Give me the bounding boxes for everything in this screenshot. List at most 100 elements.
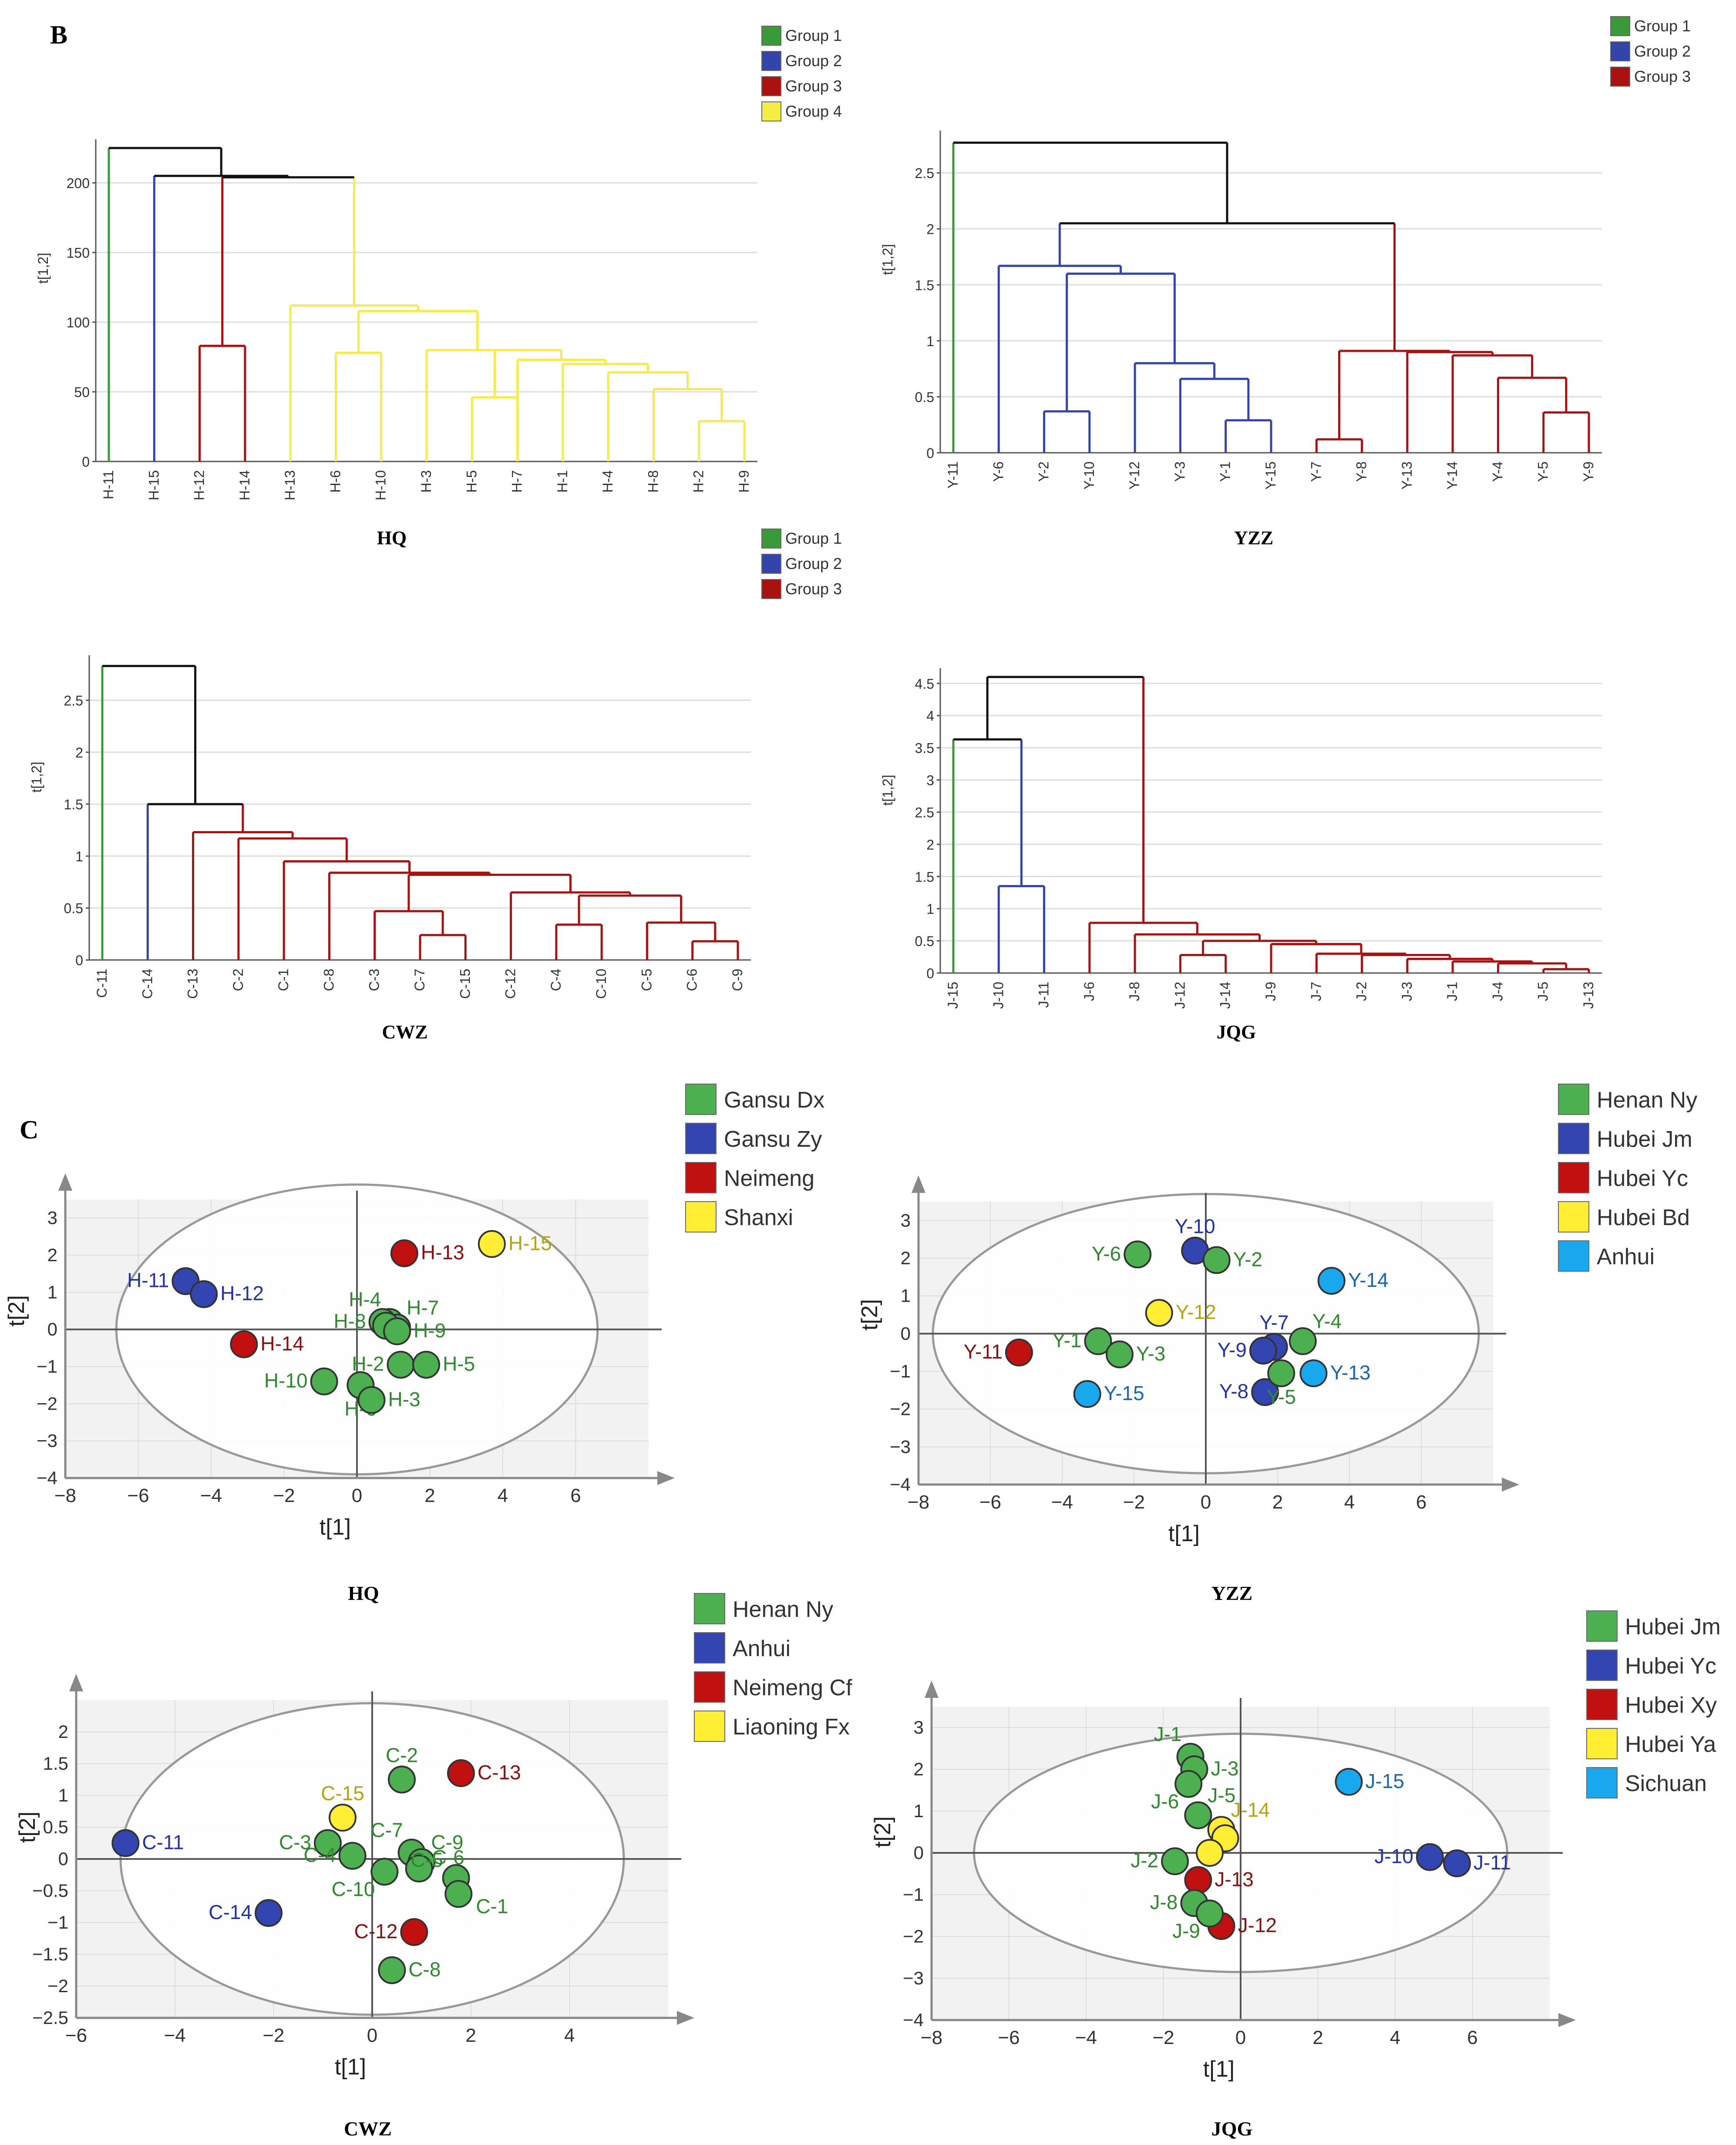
legend-swatch — [1558, 1240, 1589, 1272]
point-label: H-9 — [414, 1319, 446, 1342]
x-tick-label: −2 — [1152, 2027, 1174, 2048]
chart-title: HQ — [348, 1582, 379, 1604]
legend-swatch — [685, 1084, 717, 1115]
legend-swatch — [1610, 41, 1630, 61]
leaf-label: H-2 — [691, 470, 707, 493]
score-point — [1249, 1337, 1277, 1365]
y-tick-label: 1 — [926, 333, 934, 349]
y-axis-label: t[2] — [15, 1812, 40, 1843]
leaf-label: C-7 — [412, 969, 427, 991]
y-axis-label: t[2] — [857, 1299, 882, 1330]
y-tick-label: 2 — [901, 1248, 911, 1268]
legend-label: Gansu Zy — [724, 1127, 822, 1152]
leaf-label: Y-3 — [1172, 461, 1188, 482]
legend-label: Liaoning Fx — [733, 1714, 850, 1740]
legend-swatch — [685, 1162, 717, 1193]
y-axis-label: t[2] — [4, 1295, 29, 1327]
leaf-label: H-10 — [373, 470, 389, 500]
point-label: H-2 — [352, 1353, 384, 1375]
point-label: H-12 — [220, 1282, 264, 1305]
score-point — [1251, 1378, 1279, 1406]
score-point — [1145, 1299, 1173, 1327]
point-label: C-12 — [354, 1920, 398, 1943]
y-tick-label: 0 — [58, 1849, 68, 1869]
point-label: C-15 — [321, 1782, 364, 1805]
x-tick-label: 0 — [1235, 2027, 1246, 2048]
leaf-label: J-7 — [1308, 982, 1324, 1001]
y-tick-label: 0 — [82, 454, 90, 470]
legend-swatch — [1586, 1689, 1618, 1720]
leaf-label: C-9 — [730, 969, 745, 991]
point-label: Y-7 — [1259, 1311, 1289, 1334]
legend-label: Henan Ny — [1597, 1088, 1697, 1113]
legend-swatch — [1558, 1123, 1589, 1154]
legend-label: Hubei Xy — [1625, 1693, 1717, 1718]
chart-title: CWZ — [344, 2118, 392, 2140]
legend-label: Hubei Jm — [1625, 1614, 1721, 1640]
score-point — [447, 1759, 475, 1787]
point-label: Y-1 — [1052, 1329, 1081, 1352]
y-tick-label: −2.5 — [32, 2007, 68, 2028]
score-point — [1267, 1359, 1295, 1387]
score-point — [1196, 1899, 1224, 1928]
legend-label: Group 1 — [785, 529, 842, 547]
y-tick-label: 2.5 — [915, 805, 934, 820]
point-label: H-11 — [127, 1269, 169, 1292]
legend-swatch — [1586, 1728, 1618, 1759]
chart-title: HQ — [377, 527, 407, 549]
score-point — [1335, 1768, 1363, 1796]
point-label: H-7 — [407, 1296, 439, 1319]
y-axis-label: t[1,2] — [35, 253, 51, 283]
x-tick-label: 0 — [1201, 1492, 1211, 1513]
score-point — [1196, 1839, 1224, 1867]
x-axis-label: t[1] — [1168, 1521, 1200, 1546]
score-point — [1416, 1843, 1444, 1871]
y-tick-label: 3 — [901, 1210, 911, 1230]
y-axis-label: t[1,2] — [880, 244, 895, 275]
y-tick-label: 0 — [901, 1323, 911, 1344]
score_jqg-chart: −8 −6 −4 −2 0 2 4 6 −4 −3 −2 −1 0 1 2 3 t[1] t[2] JQG J-15 J… — [870, 1610, 1721, 2140]
y-tick-label: 1.5 — [64, 797, 83, 812]
x-tick-label: −4 — [164, 2025, 186, 2046]
dend_jqg-chart: 0 0.5 1 1.5 2 2.5 3 3.5 4 4.5 t[1,2] J-15 J-10 J-11 J-… — [880, 668, 1602, 1043]
x-tick-label: 6 — [570, 1485, 581, 1506]
y-axis-label: t[1,2] — [880, 774, 895, 805]
leaf-label: Y-13 — [1399, 461, 1415, 490]
leaf-label: Y-4 — [1490, 461, 1505, 482]
point-label: C-4 — [304, 1844, 336, 1866]
point-label: C-1 — [476, 1895, 508, 1917]
score-point — [1005, 1338, 1033, 1367]
y-tick-label: 2.5 — [915, 165, 934, 181]
leaf-label: H-15 — [146, 470, 161, 500]
score-point — [1317, 1267, 1346, 1295]
point-label: Y-5 — [1267, 1385, 1296, 1408]
leaf-label: Y-10 — [1081, 461, 1097, 490]
point-label: Y-3 — [1136, 1342, 1165, 1365]
y-tick-label: −1 — [903, 1884, 924, 1905]
legend-label: Group 1 — [785, 27, 842, 44]
point-label: C-7 — [371, 1818, 403, 1841]
y-tick-label: 2 — [914, 1759, 924, 1779]
x-axis-label: t[1] — [1203, 2057, 1235, 2082]
point-label: H-8 — [334, 1310, 366, 1333]
leaf-label: J-5 — [1535, 982, 1551, 1001]
leaf-label: C-11 — [94, 969, 110, 998]
point-label: C-8 — [408, 1958, 441, 1981]
legend-label: Anhui — [1597, 1244, 1655, 1269]
score-point — [387, 1350, 415, 1379]
leaf-label: J-1 — [1444, 982, 1460, 1001]
point-label: Y-15 — [1104, 1382, 1144, 1404]
leaf-label: C-14 — [139, 969, 155, 999]
legend-swatch — [1610, 16, 1630, 36]
leaf-label: J-8 — [1127, 982, 1142, 1001]
leaf-label: C-3 — [367, 969, 382, 991]
leaf-label: Y-2 — [1036, 461, 1052, 482]
dend_yzz-chart: 0 0.5 1 1.5 2 2.5 t[1,2] Y-11 Y-6 Y-2 Y-10 Y-12 Y-3 Y… — [880, 16, 1691, 549]
x-tick-label: 0 — [352, 1485, 362, 1506]
x-tick-label: −2 — [273, 1485, 295, 1506]
score-point — [388, 1765, 416, 1794]
score-point — [1184, 1866, 1212, 1894]
point-label: Y-10 — [1175, 1215, 1215, 1238]
score-point — [190, 1280, 218, 1308]
